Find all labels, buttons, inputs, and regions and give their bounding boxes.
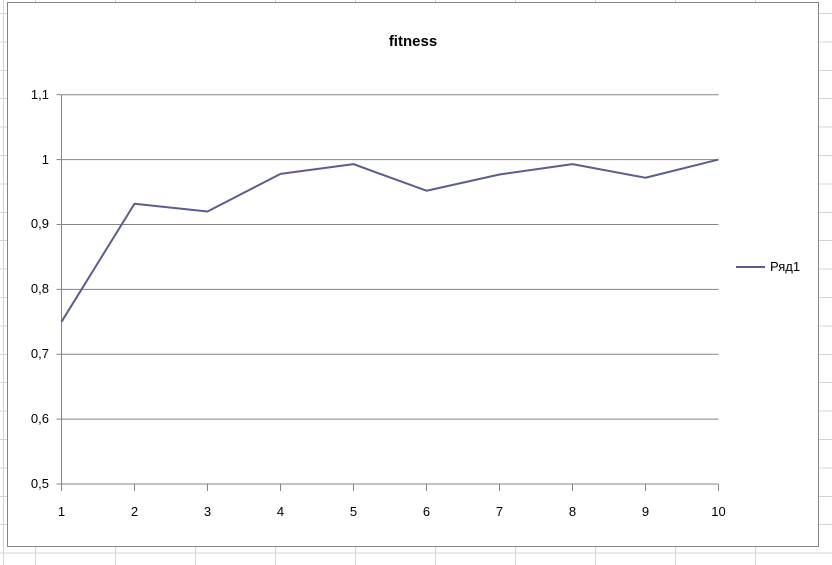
x-tick-label: 6 (422, 504, 431, 519)
y-tick-label: 1,1 (30, 86, 49, 102)
x-tick-label: 3 (203, 504, 212, 519)
x-tick-label: 1 (57, 504, 66, 519)
legend-line-sample (736, 265, 765, 268)
y-tick-label: 1 (41, 151, 49, 167)
y-tick-label: 0,8 (30, 281, 49, 297)
y-tick-label: 0,6 (30, 411, 49, 427)
x-tick-label: 8 (568, 504, 577, 519)
chart-object[interactable]: fitness 0,5 0,6 0,7 0,8 0,9 1 1,1 1 2 3 4 5 6 7 8 9 10 … (7, 2, 819, 547)
x-tick-label: 4 (276, 504, 285, 519)
y-tick-label: 0,5 (30, 476, 49, 491)
plot-area (56, 94, 719, 491)
legend-series-label: Ряд1 (770, 259, 801, 274)
x-tick-label: 10 (711, 504, 726, 519)
x-tick-label: 2 (130, 504, 139, 519)
chart-title[interactable]: fitness (388, 33, 438, 50)
legend[interactable]: Ряд1 (736, 258, 800, 275)
x-tick-label: 9 (641, 504, 650, 519)
y-tick-label: 0,7 (30, 346, 49, 362)
x-tick-label: 7 (495, 504, 504, 519)
y-tick-label: 0,9 (30, 216, 49, 232)
x-tick-label: 5 (349, 504, 358, 519)
series-line[interactable] (60, 158, 719, 323)
